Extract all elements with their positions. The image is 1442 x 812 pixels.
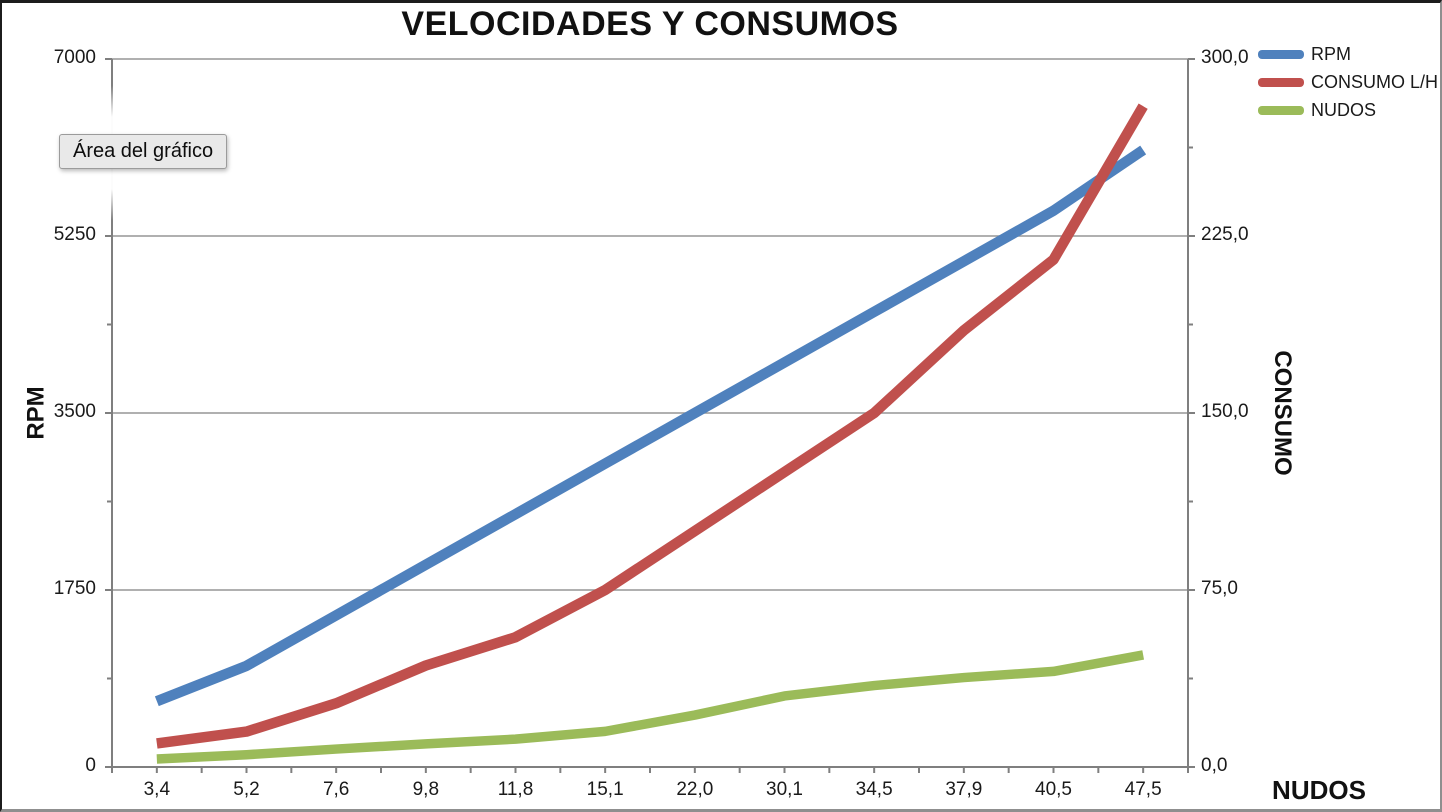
legend[interactable]: RPM CONSUMO L/H NUDOS	[1258, 40, 1438, 124]
right-axis-tick-label: 300,0	[1201, 47, 1249, 68]
left-axis-tick-label: 5250	[53, 224, 96, 245]
legend-item[interactable]: NUDOS	[1258, 96, 1438, 124]
x-axis-tick-label: 15,1	[586, 779, 624, 800]
x-axis-tick-label: 40,5	[1035, 779, 1072, 800]
series-line-nudos[interactable]	[156, 650, 1145, 764]
series-line-consumo-l-h[interactable]	[156, 103, 1148, 749]
x-axis-tick-label: 3,4	[143, 779, 171, 800]
x-axis-tick-label: 7,6	[322, 779, 350, 800]
right-axis-title[interactable]: CONSUMO	[1269, 350, 1296, 476]
legend-swatch-icon	[1258, 105, 1304, 115]
x-axis-tick-label: 34,5	[855, 779, 893, 800]
x-axis-tick-label: 22,0	[676, 779, 714, 800]
left-axis-tick-label: 3500	[53, 401, 96, 422]
right-axis-tick-label: 75,0	[1201, 578, 1238, 599]
left-axis-tick-label: 1750	[53, 578, 96, 599]
x-axis-tick-label: 5,2	[233, 779, 260, 800]
chart-plot-area[interactable]	[2, 3, 1442, 812]
series-line-rpm[interactable]	[154, 145, 1147, 707]
left-axis-tick-label: 0	[85, 755, 96, 776]
chart-area-tooltip: Área del gráfico	[59, 134, 228, 169]
legend-swatch-icon	[1258, 49, 1304, 59]
right-axis-tick-label: 0,0	[1201, 755, 1228, 776]
right-axis-tick-label: 225,0	[1201, 224, 1249, 245]
tooltip-label: Área del gráfico	[73, 140, 214, 162]
x-axis-tick-label: 30,1	[766, 779, 803, 800]
legend-label: NUDOS	[1311, 99, 1377, 120]
legend-item[interactable]: CONSUMO L/H	[1258, 68, 1438, 96]
x-axis-tick-label: 47,5	[1124, 779, 1162, 800]
x-axis-tick-label: 37,9	[945, 779, 983, 800]
x-axis-tick-label: 9,8	[412, 779, 440, 800]
left-axis-tick-label: 7000	[53, 47, 96, 68]
legend-label: RPM	[1311, 43, 1351, 64]
x-axis-title[interactable]: NUDOS	[1272, 775, 1366, 805]
right-axis-tick-label: 150,0	[1201, 401, 1249, 422]
legend-label: CONSUMO L/H	[1311, 71, 1439, 92]
chart-title: VELOCIDADES Y CONSUMOS	[401, 5, 899, 43]
legend-swatch-icon	[1258, 77, 1304, 87]
x-axis-tick-label: 11,8	[497, 779, 534, 800]
legend-item[interactable]: RPM	[1258, 40, 1438, 68]
